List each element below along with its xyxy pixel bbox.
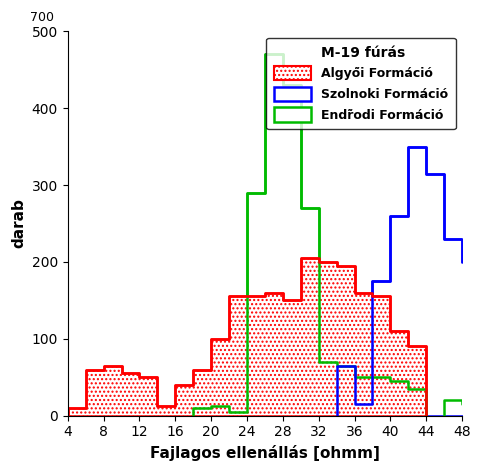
Text: 700: 700 — [30, 11, 54, 24]
X-axis label: Fajlagos ellenállás [ohmm]: Fajlagos ellenállás [ohmm] — [150, 445, 380, 461]
Y-axis label: darab: darab — [11, 199, 26, 248]
Legend: M-19 fúrás, Algyõi Formáció, Szolnoki Formáció, Endr̃odi Formáció: M-19 fúrás, Algyõi Formáció, Szolnoki F… — [266, 38, 456, 129]
